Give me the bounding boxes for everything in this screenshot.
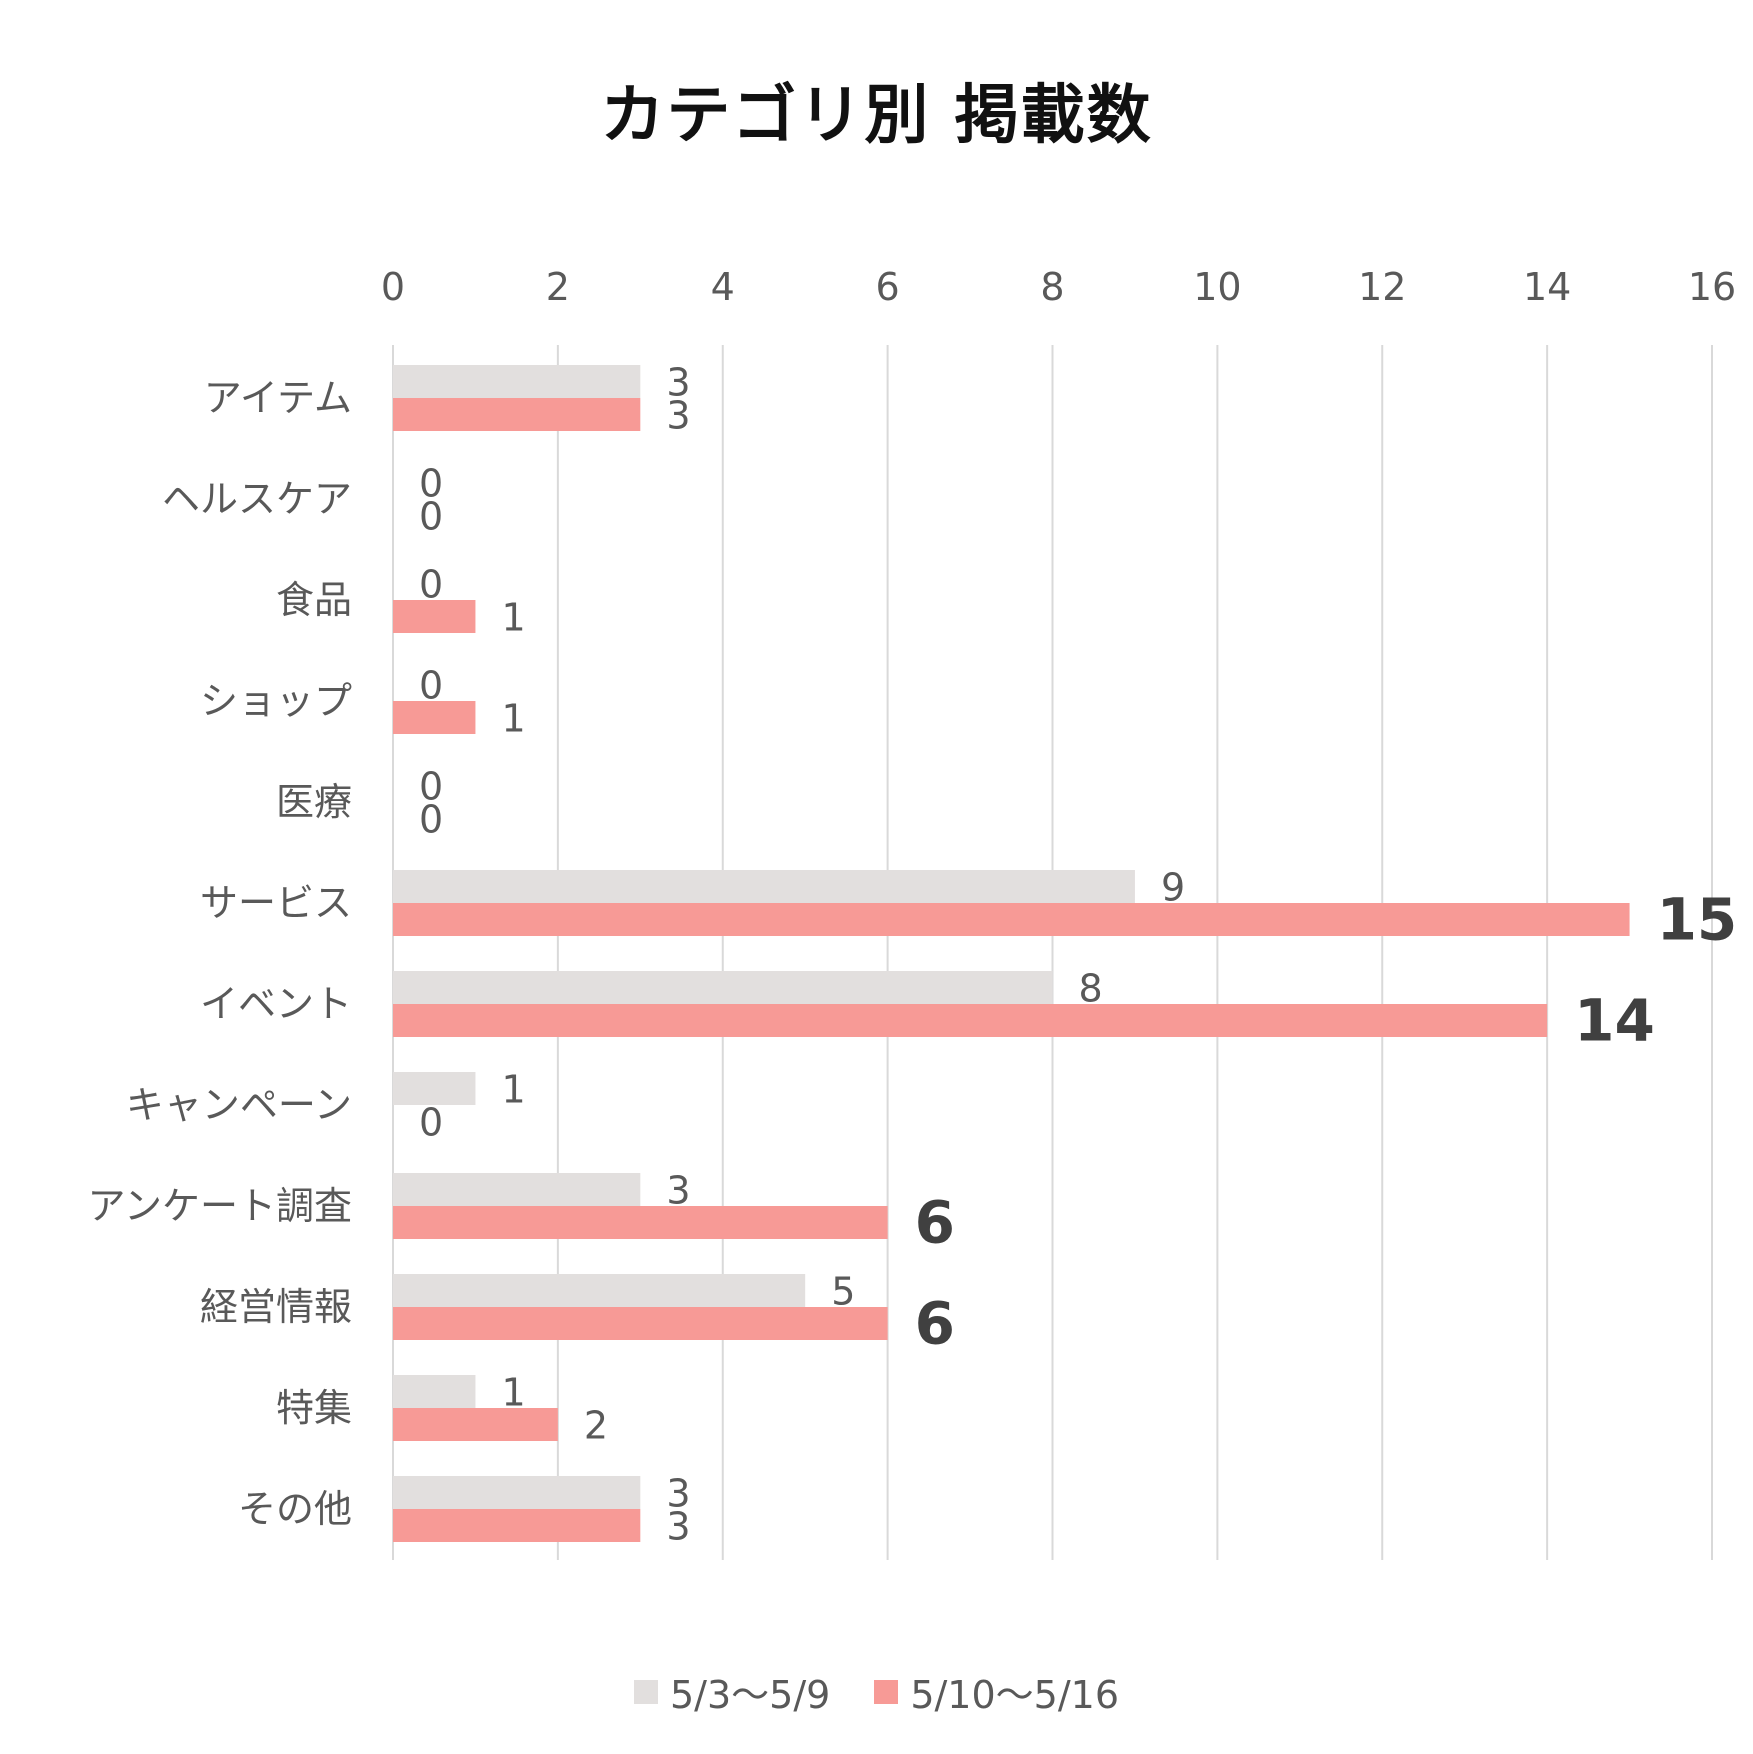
bar-series-2 xyxy=(393,1408,558,1441)
data-label-series-1: 5 xyxy=(831,1270,855,1314)
bar-series-2 xyxy=(393,398,641,431)
bar-series-2 xyxy=(393,1307,888,1340)
x-tick-label: 4 xyxy=(711,265,735,309)
data-label-series-2: 15 xyxy=(1657,886,1738,954)
category-label: その他 xyxy=(238,1487,352,1531)
data-label-series-1: 0 xyxy=(419,765,443,809)
bar-series-2 xyxy=(393,1004,1548,1037)
bar-series-2 xyxy=(393,701,476,734)
bar-series-2 xyxy=(393,600,476,633)
bar-series-1 xyxy=(393,1274,806,1307)
bar-series-1 xyxy=(393,365,641,398)
legend-item-series-2: 5/10〜5/16 xyxy=(874,1664,1119,1719)
x-tick-label: 8 xyxy=(1040,265,1064,309)
chart-title: カテゴリ別 掲載数 xyxy=(600,79,1153,153)
legend: 5/3〜5/9 5/10〜5/16 xyxy=(0,1664,1753,1719)
data-label-series-2: 0 xyxy=(419,495,443,539)
data-label-series-2: 6 xyxy=(915,1189,955,1257)
data-label-series-2: 14 xyxy=(1574,987,1655,1055)
bar-series-1 xyxy=(393,1072,476,1105)
bar-series-2 xyxy=(393,1509,641,1542)
x-axis-ticks: 0 2 4 6 8 10 12 14 16 xyxy=(381,265,1736,309)
data-label-series-1: 0 xyxy=(419,563,443,607)
data-label-series-1: 0 xyxy=(419,462,443,506)
x-tick-label: 2 xyxy=(546,265,570,309)
data-label-series-1: 8 xyxy=(1079,967,1103,1011)
data-label-series-2: 1 xyxy=(501,596,525,640)
category-label: アンケート調査 xyxy=(88,1184,352,1228)
x-tick-label: 0 xyxy=(381,265,405,309)
category-label: 経営情報 xyxy=(200,1285,352,1329)
bar-series-2 xyxy=(393,903,1630,936)
data-label-series-1: 3 xyxy=(666,1169,690,1213)
data-label-series-1: 9 xyxy=(1161,866,1185,910)
data-label-series-1: 3 xyxy=(666,1472,690,1516)
bars xyxy=(393,365,1630,1542)
bar-series-1 xyxy=(393,870,1135,903)
bar-series-2 xyxy=(393,1206,888,1239)
bar-series-1 xyxy=(393,1375,476,1408)
category-label: ショップ xyxy=(200,679,352,723)
bar-series-1 xyxy=(393,1476,641,1509)
data-label-series-1: 1 xyxy=(501,1068,525,1112)
legend-label-series-2: 5/10〜5/16 xyxy=(910,1673,1119,1717)
category-label: イベント xyxy=(200,982,352,1026)
category-label: 食品 xyxy=(276,578,352,622)
category-label: キャンペーン xyxy=(126,1083,352,1127)
legend-swatch-series-2 xyxy=(874,1679,899,1704)
data-label-series-2: 2 xyxy=(584,1404,608,1448)
data-label-series-1: 0 xyxy=(419,664,443,708)
data-label-series-2: 0 xyxy=(419,798,443,842)
data-label-series-2: 6 xyxy=(915,1290,955,1358)
x-tick-label: 16 xyxy=(1688,265,1736,309)
data-label-series-2: 1 xyxy=(501,697,525,741)
grid-lines xyxy=(392,345,1713,1560)
data-label-series-1: 1 xyxy=(501,1371,525,1415)
category-label: サービス xyxy=(200,881,352,925)
bar-series-1 xyxy=(393,971,1053,1004)
category-label: ヘルスケア xyxy=(162,477,352,521)
category-label: アイテム xyxy=(204,376,352,420)
data-label-series-1: 3 xyxy=(666,361,690,405)
data-label-series-2: 3 xyxy=(666,394,690,438)
category-labels: アイテムヘルスケア食品ショップ医療サービスイベントキャンペーンアンケート調査経営… xyxy=(88,376,352,1531)
legend-item-series-1: 5/3〜5/9 xyxy=(634,1664,830,1719)
x-tick-label: 12 xyxy=(1358,265,1406,309)
bar-series-1 xyxy=(393,1173,641,1206)
data-label-series-2: 3 xyxy=(666,1505,690,1549)
x-tick-label: 14 xyxy=(1523,265,1571,309)
category-label: 特集 xyxy=(276,1386,352,1430)
legend-swatch-series-1 xyxy=(634,1679,658,1704)
data-label-series-2: 0 xyxy=(419,1101,443,1145)
legend-label-series-1: 5/3〜5/9 xyxy=(670,1673,831,1717)
category-label: 医療 xyxy=(276,780,352,824)
x-tick-label: 6 xyxy=(876,265,900,309)
x-tick-label: 10 xyxy=(1193,265,1241,309)
